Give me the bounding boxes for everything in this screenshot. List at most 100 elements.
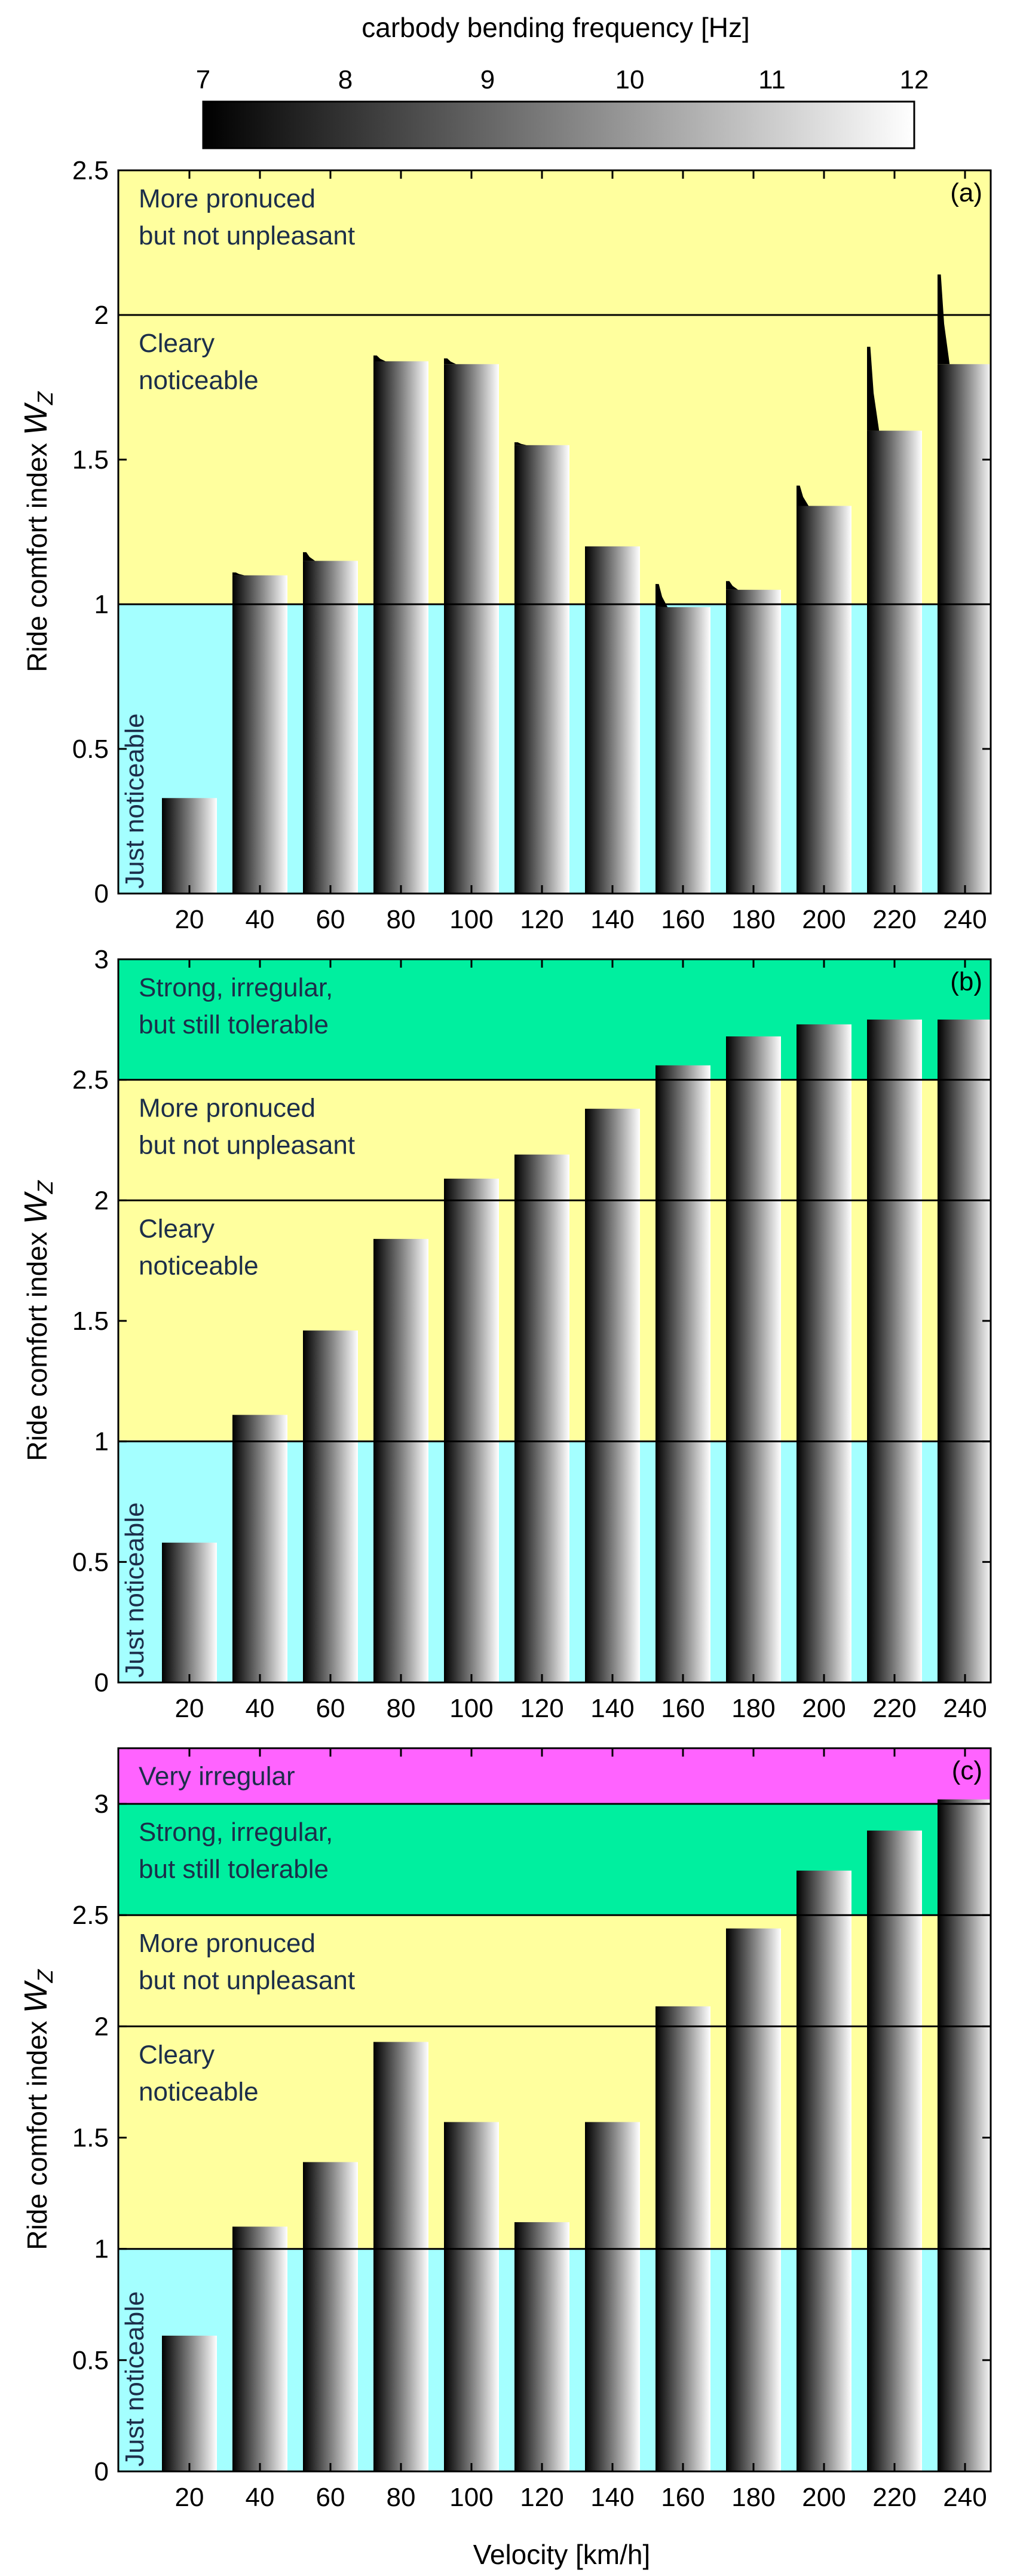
bar-160 [655,607,710,894]
bar-140 [585,1109,640,1682]
bar-20 [162,2335,217,2471]
band-label-more-pronounced: More pronuced [139,1094,315,1123]
bar-80 [373,1238,428,1682]
y-axis-title-subscript: Z [33,1969,57,1983]
y-tick-label: 1.5 [72,2124,109,2153]
x-axis-title: Velocity [km/h] [473,2539,651,2570]
band-label-just-noticeable: Just noticeable [120,1502,149,1678]
bar-140 [585,546,640,894]
band-label-clearly-noticeable: Cleary [139,2040,215,2069]
x-tick-label: 20 [175,1694,204,1723]
bar-peak-40 [232,572,245,576]
bar-60 [303,1330,358,1682]
x-tick-label: 180 [731,1694,775,1723]
colorbar-tick-label: 10 [615,65,645,94]
bar-160 [655,2006,710,2471]
x-tick-label: 60 [316,2483,345,2512]
bar-peak-220 [867,347,880,431]
bar-100 [444,364,499,894]
bar-200 [797,1024,851,1682]
y-axis-title-text: Ride comfort index [22,1224,53,1461]
y-axis-title-text: Ride comfort index [22,2013,53,2250]
x-tick-label: 160 [661,1694,704,1723]
bar-220 [867,430,922,894]
bar-peak-180 [726,581,739,590]
band-label-clearly-noticeable: Cleary [139,1214,215,1243]
bar-40 [232,1415,287,1682]
bar-40 [232,2226,287,2471]
x-tick-label: 120 [520,2483,563,2512]
y-tick-label: 0 [94,2457,109,2486]
x-tick-label: 60 [316,1694,345,1723]
bar-120 [514,2222,569,2471]
bar-180 [726,1928,781,2471]
y-tick-label: 1.5 [72,1307,109,1336]
y-tick-label: 3 [94,945,109,974]
bar-140 [585,2122,640,2471]
bar-180 [726,589,781,894]
band-label-more-pronounced: but not unpleasant [139,1966,355,1995]
band-label-very-irregular: Very irregular [139,1762,295,1791]
band-label-strong: Strong, irregular, [139,1818,333,1847]
bar-80 [373,2042,428,2471]
bar-20 [162,798,217,894]
colorbar-tick-labels: 7 8 9 10 11 12 [196,65,929,94]
band-label-more-pronounced: More pronuced [139,1929,315,1958]
bar-40 [232,575,287,894]
band-label-more-pronounced: but not unpleasant [139,1131,355,1160]
band-label-more-pronounced: but not unpleasant [139,221,355,250]
band-more-pronounced [118,170,991,315]
band-label-clearly-noticeable: Cleary [139,329,215,358]
colorbar-tick-label: 11 [758,65,786,94]
x-tick-label: 100 [449,2483,493,2512]
band-label-strong: Strong, irregular, [139,973,333,1002]
bar-200 [797,506,851,894]
colorbar-tick-label: 7 [196,65,210,94]
band-label-strong: but still tolerable [139,1855,329,1884]
y-tick-label: 2 [94,1186,109,1215]
y-axis-title: Ride comfort index WZ [18,391,57,672]
bar-100 [444,1179,499,1682]
y-axis-title-text: Ride comfort index [22,435,53,672]
y-tick-label: 0 [94,879,109,908]
x-tick-label: 100 [449,1694,493,1723]
chart-panels: Just noticeable Cleary noticeable More pron… [18,156,993,2512]
y-axis-title-symbol: W [18,402,54,435]
x-tick-label: 40 [246,905,275,934]
x-tick-label: 120 [520,1694,563,1723]
x-tick-label: 240 [943,1694,987,1723]
colorbar-title: carbody bending frequency [Hz] [362,12,750,43]
x-tick-label: 140 [590,905,634,934]
plot-frame [117,1747,992,2473]
x-tick-label: 160 [661,2483,704,2512]
y-tick-label: 2.5 [72,1066,109,1095]
bar-240 [938,1799,993,2471]
band-label-clearly-noticeable: noticeable [139,366,259,395]
y-tick-label: 3 [94,1789,109,1819]
bar-peak-200 [797,485,809,506]
bar-220 [867,1830,922,2471]
y-tick-label: 1 [94,590,109,619]
y-tick-label: 2 [94,301,109,330]
y-axis-title-subscript: Z [33,1180,57,1194]
bar-100 [444,2122,499,2471]
bar-80 [373,361,428,894]
x-tick-label: 100 [449,905,493,934]
y-tick-label: 1 [94,2235,109,2264]
band-label-just-noticeable: Just noticeable [120,2291,149,2467]
bar-120 [514,1154,569,1682]
bar-peak-80 [373,355,386,362]
band-label-just-noticeable: Just noticeable [120,713,149,889]
colorbar-scale [202,100,915,149]
bar-200 [797,1870,851,2471]
bar-20 [162,1543,217,1682]
y-axis-title-symbol: W [18,1980,54,2013]
bar-220 [867,1019,922,1682]
x-tick-label: 20 [175,905,204,934]
x-tick-label: 200 [802,2483,846,2512]
bar-240 [938,364,993,894]
x-tick-label: 80 [387,905,416,934]
bar-peak-240 [938,274,950,365]
x-tick-label: 80 [387,2483,416,2512]
